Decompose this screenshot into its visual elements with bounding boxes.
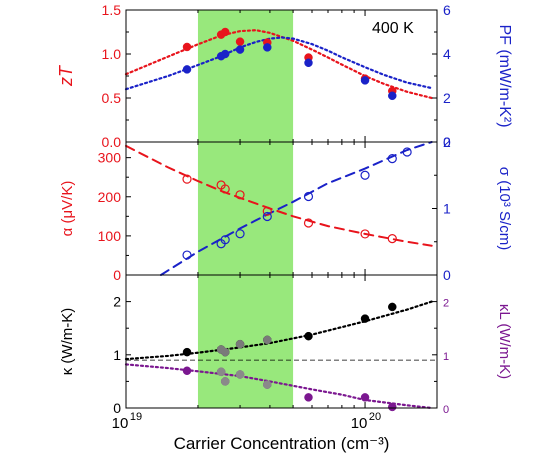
left-axis-title-bottom: κ (W/m-K): [59, 308, 76, 375]
left-tick-label-top-1: 0.5: [102, 90, 122, 106]
left-tick-label-top-0: 0.0: [102, 134, 122, 150]
data-point-top-1-0: [182, 65, 192, 74]
right-tick-label-top-3: 6: [443, 2, 451, 18]
data-point-middle-1-7: [387, 154, 397, 164]
right-tick-label-middle-2: 2: [443, 134, 451, 150]
left-tick-label-middle-1: 100: [98, 228, 122, 244]
left-axis-title-top: zT: [56, 64, 76, 87]
data-point-middle-0-7: [387, 234, 397, 244]
fit-line-middle-3: [159, 141, 433, 276]
data-point-bottom-2-2: [235, 339, 245, 349]
axes-frame-layer: [125, 9, 438, 409]
data-point-middle-1-3: [235, 229, 245, 239]
fit-line-top-3: [124, 36, 433, 91]
right-tick-label-bottom-2: 2: [443, 298, 449, 310]
left-tick-label-middle-3: 300: [98, 150, 122, 166]
right-tick-label-bottom-0: 0: [443, 404, 449, 416]
right-tick-label-bottom-1: 1: [443, 351, 449, 363]
data-point-middle-0-3: [235, 190, 245, 200]
right-tick-label-top-0: 0: [443, 134, 451, 150]
data-point-middle-1-6: [360, 170, 370, 180]
data-point-middle-1-8: [402, 147, 412, 157]
data-point-bottom-0-7: [388, 302, 397, 312]
data-point-middle-0-6: [360, 229, 370, 239]
data-point-middle-0-5: [303, 218, 314, 228]
left-tick-label-bottom-0: 0: [113, 400, 121, 416]
data-point-bottom-1-5: [304, 393, 313, 402]
data-point-bottom-0-6: [360, 314, 370, 323]
panel-frame-bottom: [125, 274, 438, 409]
left-tick-label-middle-2: 200: [98, 189, 122, 205]
fit-line-top-2: [124, 29, 433, 100]
data-point-top-1-6: [360, 76, 370, 85]
right-axis-title-middle: σ (10³ S/cm): [496, 167, 513, 250]
data-point-bottom-2-3: [263, 335, 272, 345]
right-axis-title-bottom: κL (W/m-K): [496, 304, 513, 379]
data-point-bottom-1-0: [182, 366, 192, 376]
data-point-middle-1-4: [262, 211, 272, 222]
left-tick-label-middle-0: 0: [113, 267, 121, 283]
data-point-top-1-2: [220, 49, 230, 59]
data-point-bottom-3-0: [216, 367, 226, 377]
data-point-top-1-3: [235, 45, 245, 54]
data-point-top-0-0: [182, 42, 192, 52]
right-axis-title-top: PF (mW/m-K²): [496, 24, 513, 127]
x-tick-label-exp-0: 19: [130, 411, 142, 423]
data-point-middle-1-2: [220, 235, 230, 245]
data-point-middle-0-0: [182, 174, 192, 184]
right-tick-label-top-2: 4: [443, 46, 451, 62]
x-axis-title: Carrier Concentration (cm⁻³): [174, 434, 390, 453]
left-axis-title-middle: α (μV/K): [59, 181, 76, 237]
data-point-top-0-3: [235, 37, 245, 46]
data-point-middle-0-4: [262, 206, 272, 216]
temperature-annotation: 400 K: [372, 20, 414, 37]
data-point-middle-1-0: [182, 250, 192, 260]
data-point-bottom-0-5: [304, 331, 313, 341]
data-point-bottom-3-2: [235, 370, 245, 379]
fit-line-bottom-4: [124, 300, 433, 361]
left-tick-label-top-2: 1.0: [102, 46, 122, 62]
x-tick-label-1: 10: [351, 415, 368, 432]
right-tick-label-top-1: 2: [443, 90, 451, 106]
data-point-top-1-7: [388, 91, 397, 101]
data-point-bottom-0-0: [182, 347, 192, 357]
data-point-bottom-3-1: [220, 377, 230, 386]
data-point-top-0-2: [220, 27, 230, 37]
data-point-bottom-3-3: [263, 380, 272, 389]
x-tick-label-0: 10: [112, 415, 129, 432]
data-point-bottom-1-7: [388, 402, 397, 412]
right-tick-label-middle-0: 0: [443, 267, 451, 283]
data-point-top-1-4: [263, 43, 272, 52]
data-points-layer: [182, 27, 412, 412]
data-point-bottom-1-6: [360, 393, 370, 402]
left-tick-label-top-3: 1.5: [102, 2, 122, 18]
data-point-bottom-2-1: [220, 347, 230, 357]
x-tick-label-exp-1: 20: [369, 411, 381, 423]
left-tick-label-bottom-2: 2: [113, 294, 121, 310]
data-point-top-1-5: [304, 58, 313, 68]
data-point-middle-0-2: [220, 184, 230, 194]
right-tick-label-middle-1: 1: [443, 201, 451, 217]
left-tick-label-bottom-1: 1: [113, 347, 121, 363]
data-point-middle-1-5: [303, 191, 314, 202]
